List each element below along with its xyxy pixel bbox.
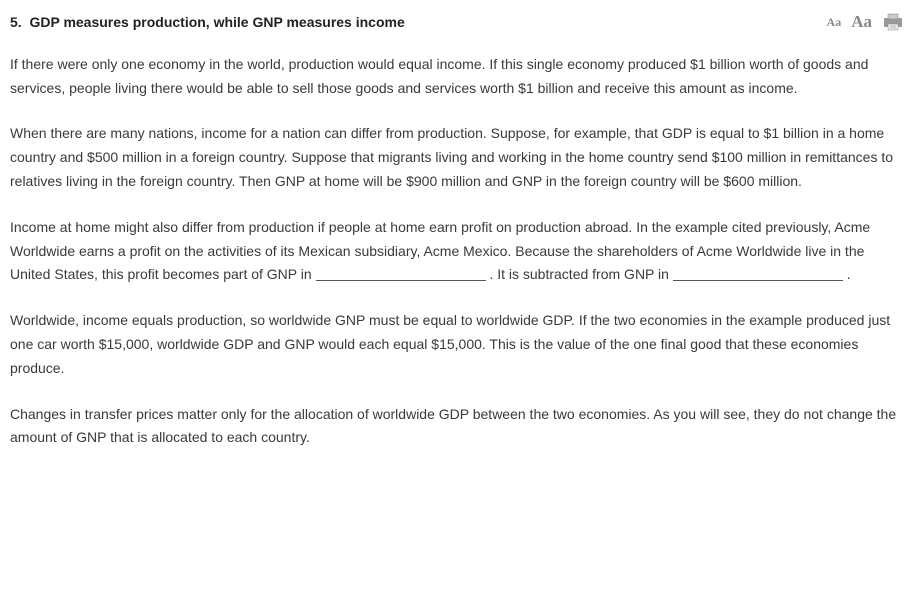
- toolbar: Aa Aa: [827, 8, 904, 37]
- paragraph-2: When there are many nations, income for …: [10, 122, 904, 193]
- question-header: 5. GDP measures production, while GNP me…: [10, 8, 904, 37]
- print-icon[interactable]: [882, 12, 904, 32]
- fill-in-blank-1[interactable]: [316, 267, 486, 281]
- paragraph-5: Changes in transfer prices matter only f…: [10, 403, 904, 451]
- font-size-large-button[interactable]: Aa: [851, 8, 872, 37]
- question-title-text: GDP measures production, while GNP measu…: [29, 14, 404, 30]
- paragraph-3: Income at home might also differ from pr…: [10, 216, 904, 287]
- paragraph-1: If there were only one economy in the wo…: [10, 53, 904, 101]
- question-title: 5. GDP measures production, while GNP me…: [10, 11, 405, 35]
- fill-in-blank-2[interactable]: [673, 267, 843, 281]
- question-number: 5.: [10, 14, 22, 30]
- paragraph-4: Worldwide, income equals production, so …: [10, 309, 904, 380]
- font-size-small-button[interactable]: Aa: [827, 12, 842, 32]
- paragraph-3-part-3: .: [843, 266, 851, 282]
- paragraph-3-part-2: . It is subtracted from GNP in: [486, 266, 673, 282]
